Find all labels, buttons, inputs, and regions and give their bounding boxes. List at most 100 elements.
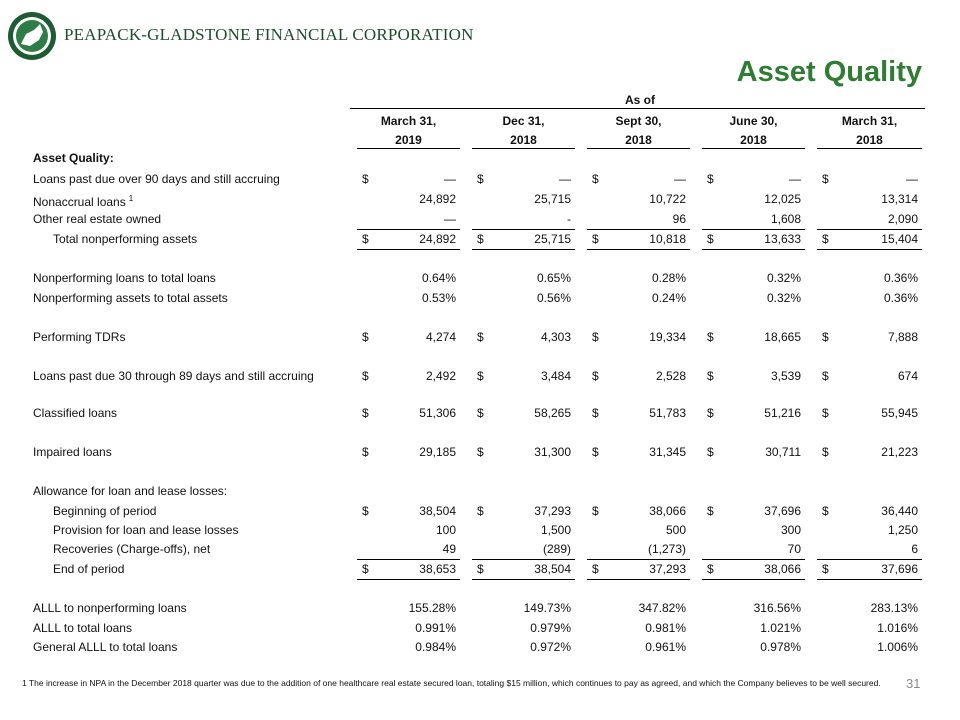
- cell-value: 0.36%: [883, 291, 918, 305]
- cell-value: 4,303: [540, 330, 571, 344]
- cell-value: 0.981%: [645, 621, 686, 635]
- cell-value: 96: [672, 212, 686, 226]
- cell-value: 19,334: [649, 330, 686, 344]
- cell-value: 37,696: [764, 504, 801, 518]
- total-rule: [702, 229, 805, 230]
- cell-value: 300: [780, 523, 801, 537]
- cell-value: 0.28%: [651, 271, 686, 285]
- total-rule: [817, 579, 922, 580]
- cell-value: 10,818: [649, 232, 686, 246]
- column-header: 2018: [740, 133, 767, 147]
- currency-sign: $: [477, 445, 484, 459]
- currency-sign: $: [362, 562, 369, 576]
- cell-value: 70: [787, 542, 801, 556]
- cell-value: 2,528: [655, 369, 686, 383]
- currency-sign: $: [707, 406, 714, 420]
- as-of-header: As of: [625, 93, 655, 107]
- currency-sign: $: [592, 406, 599, 420]
- total-rule: [587, 579, 690, 580]
- total-rule: [357, 579, 460, 580]
- row-label: Performing TDRs: [33, 330, 126, 344]
- total-rule: [357, 249, 460, 250]
- cell-value: 31,300: [534, 445, 571, 459]
- currency-sign: $: [592, 445, 599, 459]
- currency-sign: $: [477, 504, 484, 518]
- footnote: 1 The increase in NPA in the December 20…: [22, 678, 881, 688]
- cell-value: 1.006%: [877, 640, 918, 654]
- page-number: 31: [906, 676, 921, 691]
- currency-sign: $: [592, 232, 599, 246]
- cell-value: 1.021%: [760, 621, 801, 635]
- cell-value: 30,711: [765, 445, 801, 459]
- column-rule: [587, 148, 690, 149]
- cell-value: 100: [435, 523, 456, 537]
- cell-value: —: [674, 172, 686, 186]
- cell-value: 2,090: [887, 212, 918, 226]
- row-label: Beginning of period: [53, 504, 157, 518]
- cell-value: 51,216: [764, 406, 801, 420]
- total-rule: [472, 229, 575, 230]
- row-label: Provision for loan and lease losses: [53, 523, 239, 537]
- total-rule: [472, 249, 575, 250]
- row-label: Loans past due 30 through 89 days and st…: [33, 369, 314, 383]
- section-label: Asset Quality:: [33, 151, 114, 165]
- currency-sign: $: [592, 330, 599, 344]
- cell-value: 155.28%: [408, 601, 456, 615]
- row-label: End of period: [53, 562, 125, 576]
- currency-sign: $: [707, 562, 714, 576]
- cell-value: 38,066: [649, 504, 686, 518]
- cell-value: 38,504: [419, 504, 456, 518]
- cell-value: 0.36%: [883, 271, 918, 285]
- currency-sign: $: [707, 330, 714, 344]
- cell-value: 10,722: [649, 192, 686, 206]
- column-header: 2018: [510, 133, 537, 147]
- cell-value: —: [906, 172, 918, 186]
- total-rule: [472, 579, 575, 580]
- slide-title: Asset Quality: [736, 56, 922, 88]
- currency-sign: $: [362, 330, 369, 344]
- total-rule: [817, 559, 922, 560]
- column-header: March 31,: [841, 114, 898, 128]
- cell-value: 29,185: [419, 445, 456, 459]
- currency-sign: $: [822, 504, 829, 518]
- column-rule: [357, 148, 460, 149]
- cell-value: 24,892: [419, 232, 456, 246]
- currency-sign: $: [477, 330, 484, 344]
- row-label: General ALLL to total loans: [33, 640, 178, 654]
- currency-sign: $: [592, 504, 599, 518]
- column-header: Sept 30,: [615, 114, 662, 128]
- currency-sign: $: [362, 369, 369, 383]
- currency-sign: $: [477, 172, 484, 186]
- cell-value: 37,293: [649, 562, 686, 576]
- column-rule: [702, 148, 805, 149]
- cell-value: 6: [911, 542, 918, 556]
- cell-value: 51,306: [419, 406, 456, 420]
- total-rule: [357, 229, 460, 230]
- cell-value: 7,888: [887, 330, 918, 344]
- cell-value: 38,504: [534, 562, 571, 576]
- currency-sign: $: [592, 562, 599, 576]
- cell-value: 1,608: [770, 212, 801, 226]
- currency-sign: $: [362, 445, 369, 459]
- cell-value: 0.32%: [766, 291, 801, 305]
- row-label: Total nonperforming assets: [53, 232, 198, 246]
- currency-sign: $: [592, 369, 599, 383]
- cell-value: 21,223: [881, 445, 918, 459]
- total-rule: [702, 559, 805, 560]
- cell-value: —: [444, 212, 456, 226]
- cell-value: —: [444, 172, 456, 186]
- cell-value: (289): [542, 542, 571, 556]
- currency-sign: $: [477, 562, 484, 576]
- cell-value: 2,492: [425, 369, 456, 383]
- cell-value: 0.984%: [415, 640, 456, 654]
- row-label: Classified loans: [33, 406, 118, 420]
- cell-value: 0.978%: [760, 640, 801, 654]
- column-header: 2018: [856, 133, 883, 147]
- row-label: Nonperforming assets to total assets: [33, 291, 228, 305]
- cell-value: 15,404: [881, 232, 918, 246]
- cell-value: -: [567, 212, 571, 226]
- currency-sign: $: [477, 369, 484, 383]
- cell-value: 283.13%: [870, 601, 918, 615]
- row-label: Nonperforming loans to total loans: [33, 271, 216, 285]
- cell-value: 1.016%: [877, 621, 918, 635]
